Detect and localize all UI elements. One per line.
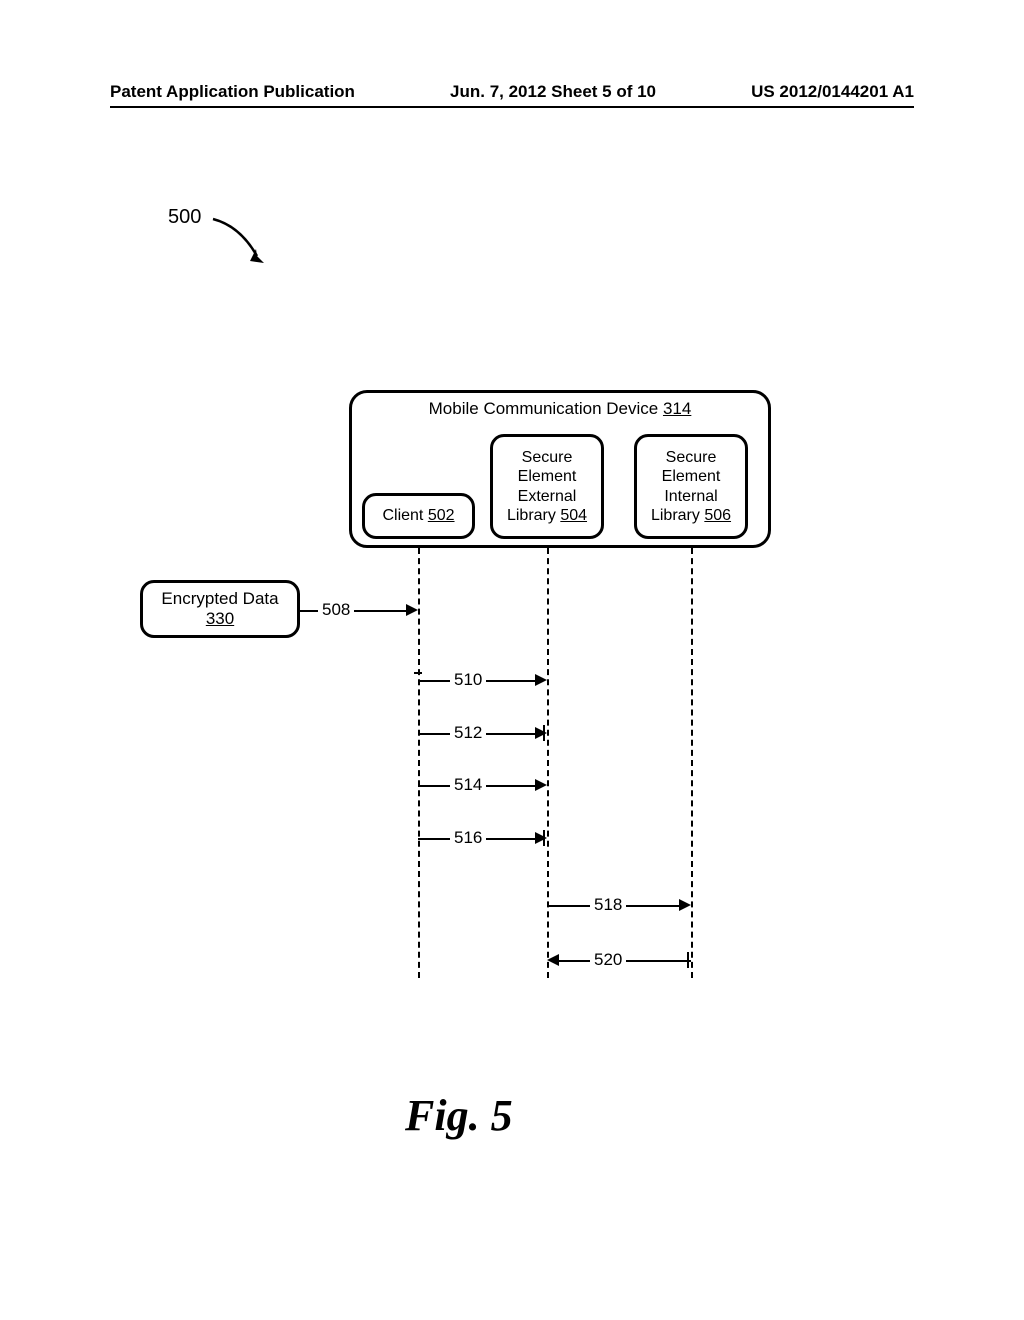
- header-left: Patent Application Publication: [110, 82, 355, 102]
- ext-line3: External: [493, 487, 601, 506]
- patent-page: Patent Application Publication Jun. 7, 2…: [0, 0, 1024, 1320]
- client-label: Client: [382, 507, 423, 524]
- lifeline-client: [418, 548, 420, 978]
- arrow-508-label: 508: [318, 600, 354, 620]
- client-ref: 502: [428, 507, 455, 524]
- int-row4: Library 506: [637, 506, 745, 525]
- int-line3: Internal: [637, 487, 745, 506]
- arrow-512-label: 512: [450, 723, 486, 743]
- internal-library-box: Secure Element Internal Library 506: [634, 434, 748, 539]
- arrow-516-label: 516: [450, 828, 486, 848]
- arrow-520-start-tick: [687, 952, 689, 968]
- arrow-510-label: 510: [450, 670, 486, 690]
- ext-line1: Secure: [493, 448, 601, 467]
- arrow-518-head: [679, 899, 691, 911]
- int-line2: Element: [637, 467, 745, 486]
- int-ref: 506: [704, 507, 731, 524]
- lifeline-internal: [691, 548, 693, 978]
- figure-caption: Fig. 5: [405, 1090, 513, 1141]
- arrow-520-label: 520: [590, 950, 626, 970]
- device-title-text: Mobile Communication Device: [429, 399, 659, 418]
- header-right: US 2012/0144201 A1: [751, 82, 914, 102]
- int-line1: Secure: [637, 448, 745, 467]
- ext-row4: Library 504: [493, 506, 601, 525]
- lifeline-external: [547, 548, 549, 978]
- device-title: Mobile Communication Device 314: [352, 399, 768, 419]
- external-library-box: Secure Element External Library 504: [490, 434, 604, 539]
- arrow-510-start-tick: [414, 672, 422, 674]
- header-rule: [110, 106, 914, 108]
- ext-line4: Library: [507, 507, 556, 524]
- arrow-516-end-tick: [543, 830, 545, 846]
- client-box: Client 502: [362, 493, 475, 539]
- arrow-514-label: 514: [450, 775, 486, 795]
- arrow-512-head: [535, 727, 547, 739]
- int-line4: Library: [651, 507, 700, 524]
- arrow-508-head: [406, 604, 418, 616]
- arrow-518-label: 518: [590, 895, 626, 915]
- device-title-ref: 314: [663, 399, 691, 418]
- arrow-512-end-tick: [543, 725, 545, 741]
- arrow-520-head: [547, 954, 559, 966]
- figure-reference-arrow: [205, 211, 275, 271]
- ext-ref: 504: [560, 507, 587, 524]
- page-header: Patent Application Publication Jun. 7, 2…: [110, 82, 914, 102]
- header-center: Jun. 7, 2012 Sheet 5 of 10: [450, 82, 656, 102]
- encrypted-label: Encrypted Data: [143, 589, 297, 609]
- client-label-row: Client 502: [365, 506, 472, 525]
- figure-reference-number: 500: [168, 206, 201, 229]
- encrypted-data-box: Encrypted Data 330: [140, 580, 300, 638]
- encrypted-ref: 330: [143, 609, 297, 629]
- ext-line2: Element: [493, 467, 601, 486]
- arrow-510-head: [535, 674, 547, 686]
- arrow-514-head: [535, 779, 547, 791]
- arrow-516-head: [535, 832, 547, 844]
